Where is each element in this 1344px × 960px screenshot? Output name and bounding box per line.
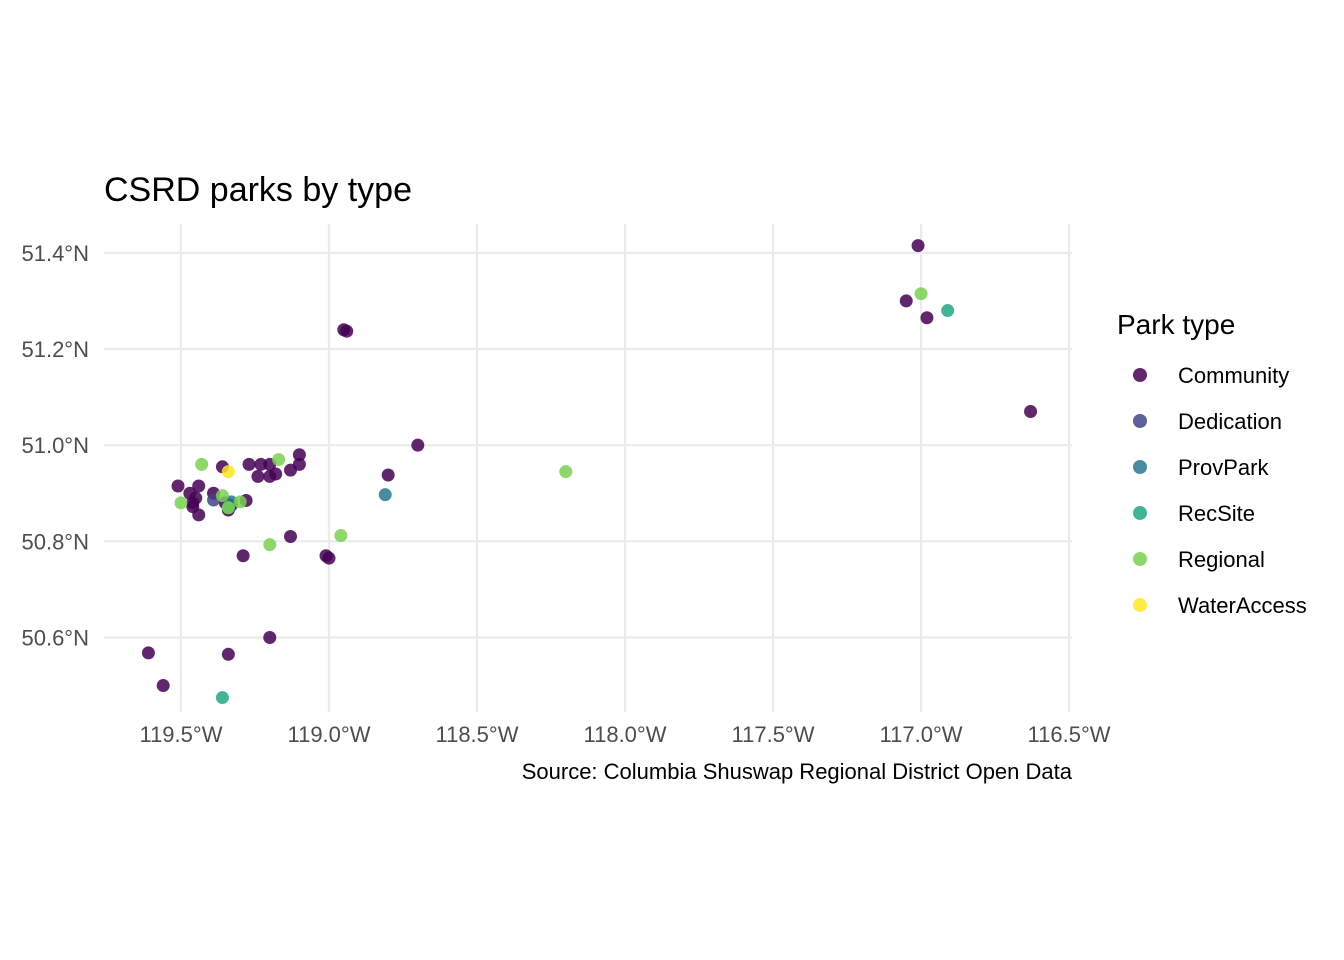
data-point-regional [221,501,235,515]
data-point-community [263,469,277,483]
data-point-regional [272,453,286,467]
data-point-regional [914,287,928,301]
legend-label: WaterAccess [1178,593,1307,618]
data-point-community [322,551,336,565]
data-point-regional [195,457,209,471]
data-points [141,239,1038,705]
data-point-regional [233,495,247,509]
data-point-community [920,311,934,325]
y-tick-label: 51.2°N [21,337,89,362]
legend-label: Regional [1178,547,1265,572]
y-tick-label: 50.8°N [21,529,89,554]
data-point-community [340,324,354,338]
chart-caption: Source: Columbia Shuswap Regional Distri… [522,759,1073,784]
data-point-regional [559,465,573,479]
data-point-community [171,479,185,493]
data-point-community [221,647,235,661]
data-point-provpark [378,488,392,502]
x-tick-label: 119.5°W [139,722,222,747]
legend-title: Park type [1117,309,1235,340]
data-point-community [192,479,206,493]
data-point-community [283,463,297,477]
data-point-community [242,457,256,471]
legend-key-provpark [1133,460,1147,474]
y-tick-label: 51.4°N [21,241,89,266]
data-point-recsite [215,691,229,705]
legend-key-regional [1133,552,1147,566]
legend-label: RecSite [1178,501,1255,526]
data-point-wateraccess [221,465,235,479]
x-tick-label: 118.0°W [584,722,667,747]
chart-title: CSRD parks by type [104,171,412,209]
data-point-community [156,679,170,693]
grid-lines [104,224,1072,712]
x-tick-label: 117.0°W [880,722,963,747]
data-point-community [292,448,306,462]
data-point-community [911,239,925,253]
legend-key-community [1133,368,1147,382]
data-point-community [254,457,268,471]
legend-key-recsite [1133,506,1147,520]
data-point-recsite [941,304,955,318]
data-point-regional [215,489,229,503]
data-point-community [192,508,206,522]
data-point-community [283,530,297,544]
legend-key-dedication [1133,414,1147,428]
x-tick-label: 118.5°W [435,722,518,747]
data-point-community [411,438,425,452]
x-tick-label: 116.5°W [1028,722,1111,747]
legend-label: Dedication [1178,409,1282,434]
x-tick-label: 117.5°W [732,722,815,747]
axis-tick-labels: 119.5°W 119.0°W 118.5°W 118.0°W 117.5°W 117.0… [21,241,1110,747]
data-point-community [263,630,277,644]
data-point-community [1024,405,1038,419]
y-tick-label: 51.0°N [21,433,89,458]
data-point-regional [174,496,188,510]
legend-key-wateraccess [1133,598,1147,612]
data-point-community [141,646,155,660]
data-point-community [251,469,265,483]
legend-label: ProvPark [1178,455,1269,480]
data-point-community [236,549,250,563]
legend: Community Dedication ProvPark RecSite Region… [1133,363,1307,618]
data-point-regional [334,529,348,543]
data-point-regional [263,538,277,552]
y-tick-label: 50.6°N [21,625,89,650]
data-point-community [899,294,913,308]
x-tick-label: 119.0°W [287,722,370,747]
legend-label: Community [1178,363,1289,388]
data-point-community [381,468,395,482]
